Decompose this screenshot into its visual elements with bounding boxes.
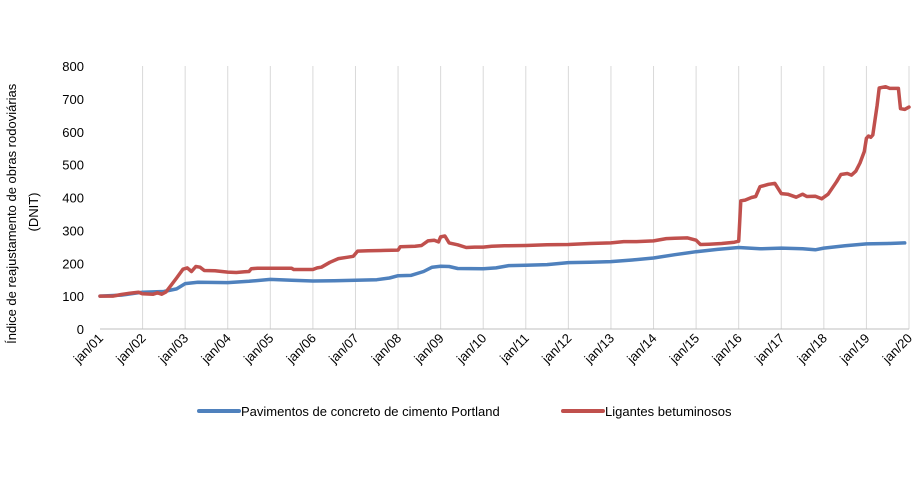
y-tick-label: 400 — [62, 191, 84, 206]
x-tick-label: jan/17 — [751, 331, 787, 367]
legend: Pavimentos de concreto de cimento Portla… — [197, 404, 732, 419]
y-axis-title-line-2: (DNIT) — [26, 193, 41, 232]
x-tick-label: jan/11 — [496, 331, 532, 367]
x-tick-label: jan/18 — [794, 331, 830, 367]
x-tick-label: jan/06 — [283, 331, 319, 367]
y-tick-label: 200 — [62, 256, 84, 271]
x-tick-label: jan/05 — [240, 331, 276, 367]
series-line-ligantes — [98, 84, 911, 298]
y-tick-label: 500 — [62, 158, 84, 173]
x-tick-label: jan/01 — [70, 331, 106, 367]
y-axis-tick-labels: 0 100 200 300 400 500 600 700 800 — [62, 59, 84, 337]
legend-item-ligantes: Ligantes betuminosos — [561, 404, 732, 419]
y-tick-label: 300 — [62, 223, 84, 238]
x-tick-label: jan/02 — [112, 331, 148, 367]
legend-label-concreto: Pavimentos de concreto de cimento Portla… — [241, 404, 500, 419]
x-tick-label: jan/20 — [879, 331, 915, 367]
y-tick-label: 100 — [62, 289, 84, 304]
x-tick-label: jan/03 — [155, 331, 191, 367]
x-tick-label: jan/16 — [708, 331, 744, 367]
y-tick-label: 600 — [62, 125, 84, 140]
y-axis-title-line-1: Índice de reajustamento de obras rodoviá… — [4, 83, 19, 344]
x-axis-tick-labels: jan/01 jan/02 jan/03 jan/04 jan/05 jan/06 jan/… — [70, 331, 915, 367]
x-tick-label: jan/15 — [666, 331, 702, 367]
x-tick-label: jan/04 — [197, 331, 233, 367]
y-tick-label: 700 — [62, 92, 84, 107]
y-tick-label: 0 — [77, 322, 84, 337]
x-tick-label: jan/08 — [368, 331, 404, 367]
x-tick-label: jan/14 — [623, 331, 659, 367]
x-tick-label: jan/07 — [325, 331, 361, 367]
series-lines — [98, 84, 911, 298]
x-tick-label: jan/12 — [538, 331, 574, 367]
series-line-concreto — [98, 241, 907, 298]
legend-item-concreto: Pavimentos de concreto de cimento Portla… — [197, 404, 500, 419]
x-tick-label: jan/10 — [453, 331, 489, 367]
y-tick-label: 800 — [62, 59, 84, 74]
y-axis-title: Índice de reajustamento de obras rodoviá… — [4, 80, 41, 344]
x-tick-label: jan/13 — [581, 331, 617, 367]
x-tick-label: jan/09 — [410, 331, 446, 367]
x-tick-label: jan/19 — [836, 331, 872, 367]
legend-label-ligantes: Ligantes betuminosos — [605, 404, 732, 419]
